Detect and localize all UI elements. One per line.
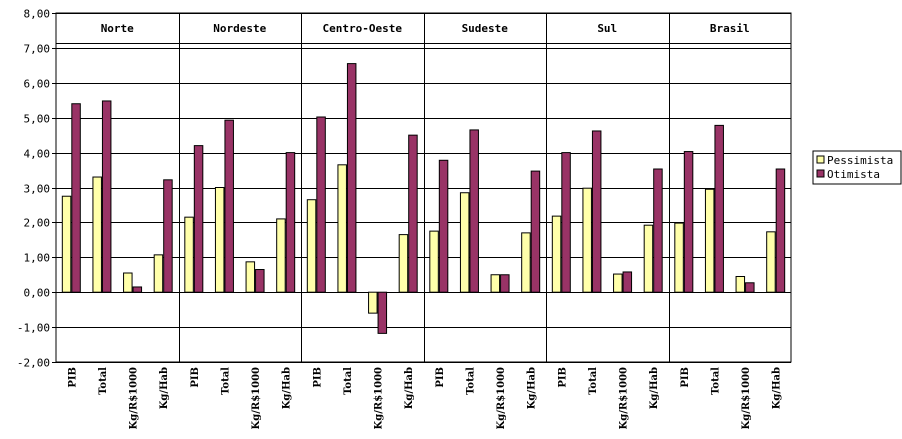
category-label: Total [220, 367, 231, 395]
category-label: Kg/R$1000 [129, 367, 140, 429]
legend-label-otimista: Otimista [827, 168, 880, 181]
category-label: Total [588, 367, 599, 395]
bar-pessimista-nordeste-1 [214, 187, 225, 293]
bar-pessimista-norte-2 [123, 272, 133, 293]
bar-otimista-norte-1 [101, 100, 112, 293]
bar-otimista-centro-oeste-0 [316, 116, 326, 293]
bar-otimista-sul-3 [653, 168, 663, 293]
region-label: Sul [597, 22, 617, 35]
y-tick-label: 7,00 [24, 43, 51, 56]
category-label: Total [465, 367, 476, 395]
bar-otimista-centro-oeste-1 [346, 63, 357, 293]
bar-otimista-nordeste-0 [193, 145, 204, 293]
plot-frame [55, 12, 792, 363]
y-tick-label: 3,00 [24, 183, 51, 196]
bar-pessimista-brasil-3 [766, 231, 776, 293]
bar-otimista-nordeste-1 [224, 119, 234, 293]
category-label: Kg/R$1000 [741, 367, 752, 429]
bar-otimista-sudeste-0 [438, 159, 449, 293]
category-label: Kg/R$1000 [251, 367, 262, 429]
bar-pessimista-centro-oeste-3 [398, 234, 409, 293]
bar-otimista-sul-2 [622, 271, 633, 293]
region-label: Brasil [710, 22, 750, 35]
bar-otimista-norte-0 [71, 103, 81, 293]
legend-swatch-pessimista [816, 155, 825, 164]
bar-pessimista-centro-oeste-0 [306, 199, 317, 293]
region-label: Centro-Oeste [323, 22, 403, 35]
category-label: Kg/Hab [282, 367, 293, 409]
region-label: Nordeste [213, 22, 266, 35]
bar-pessimista-nordeste-0 [184, 216, 194, 293]
bar-otimista-brasil-3 [775, 168, 786, 293]
category-label: PIB [67, 367, 78, 388]
bar-pessimista-brasil-2 [735, 275, 746, 293]
legend-swatch-otimista [816, 169, 825, 178]
bar-otimista-sudeste-2 [500, 274, 510, 293]
bar-pessimista-centro-oeste-2 [368, 291, 378, 314]
bar-pessimista-sul-2 [613, 273, 623, 293]
category-label: PIB [557, 367, 568, 388]
category-label: PIB [190, 367, 201, 388]
bar-pessimista-nordeste-2 [245, 261, 256, 293]
category-label: Total [710, 367, 721, 395]
bar-otimista-nordeste-2 [255, 269, 265, 293]
category-label: Total [98, 367, 109, 395]
bar-pessimista-norte-3 [153, 254, 164, 293]
bar-otimista-centro-oeste-2 [377, 291, 388, 334]
category-label: PIB [312, 367, 323, 388]
bar-otimista-centro-oeste-3 [408, 134, 418, 293]
bar-pessimista-sul-0 [551, 215, 562, 293]
bar-pessimista-centro-oeste-1 [337, 164, 347, 293]
y-tick-label: 1,00 [24, 252, 51, 265]
y-tick-label: 5,00 [24, 113, 51, 126]
bar-otimista-nordeste-3 [285, 152, 296, 293]
y-tick-label: 8,00 [24, 8, 51, 21]
bar-otimista-sudeste-1 [469, 129, 479, 293]
bar-otimista-norte-2 [132, 286, 143, 293]
y-tick-label: -1,00 [17, 322, 50, 335]
bar-otimista-norte-3 [163, 179, 173, 293]
bar-otimista-sul-1 [591, 130, 602, 293]
bar-pessimista-norte-0 [61, 195, 72, 293]
category-label: Kg/Hab [527, 367, 538, 409]
bar-pessimista-sudeste-3 [521, 232, 531, 293]
category-label: Total [343, 367, 354, 395]
bar-pessimista-nordeste-3 [276, 218, 286, 293]
bar-otimista-sul-0 [561, 152, 571, 293]
category-label: PIB [435, 367, 446, 388]
region-label: Norte [101, 22, 134, 35]
y-tick-label: 6,00 [24, 78, 51, 91]
y-tick-label: 2,00 [24, 217, 51, 230]
bar-pessimista-brasil-0 [674, 222, 684, 293]
bar-pessimista-sudeste-1 [459, 192, 470, 293]
y-tick-label: 0,00 [24, 287, 51, 300]
region-label: Sudeste [462, 22, 509, 35]
legend-label-pessimista: Pessimista [827, 154, 893, 167]
y-tick-label: 4,00 [24, 148, 51, 161]
bar-pessimista-sul-3 [643, 224, 654, 293]
category-label: Kg/R$1000 [496, 367, 507, 429]
bar-pessimista-sudeste-2 [490, 274, 501, 293]
bar-otimista-brasil-1 [714, 124, 724, 293]
bar-pessimista-norte-1 [92, 176, 102, 293]
category-label: Kg/R$1000 [374, 367, 385, 429]
category-label: Kg/Hab [404, 367, 415, 409]
bar-pessimista-sudeste-0 [429, 230, 439, 293]
category-label: PIB [680, 367, 691, 388]
bar-pessimista-sul-1 [582, 187, 592, 293]
bar-otimista-brasil-2 [745, 282, 755, 293]
category-label: Kg/Hab [772, 367, 783, 409]
bar-otimista-brasil-0 [683, 151, 694, 293]
category-label: Kg/Hab [649, 367, 660, 409]
bar-otimista-sudeste-3 [530, 170, 541, 293]
bar-pessimista-brasil-1 [704, 188, 715, 293]
y-tick-label: -2,00 [17, 357, 50, 370]
category-label: Kg/R$1000 [619, 367, 630, 429]
category-label: Kg/Hab [159, 367, 170, 409]
legend-box [812, 150, 902, 185]
